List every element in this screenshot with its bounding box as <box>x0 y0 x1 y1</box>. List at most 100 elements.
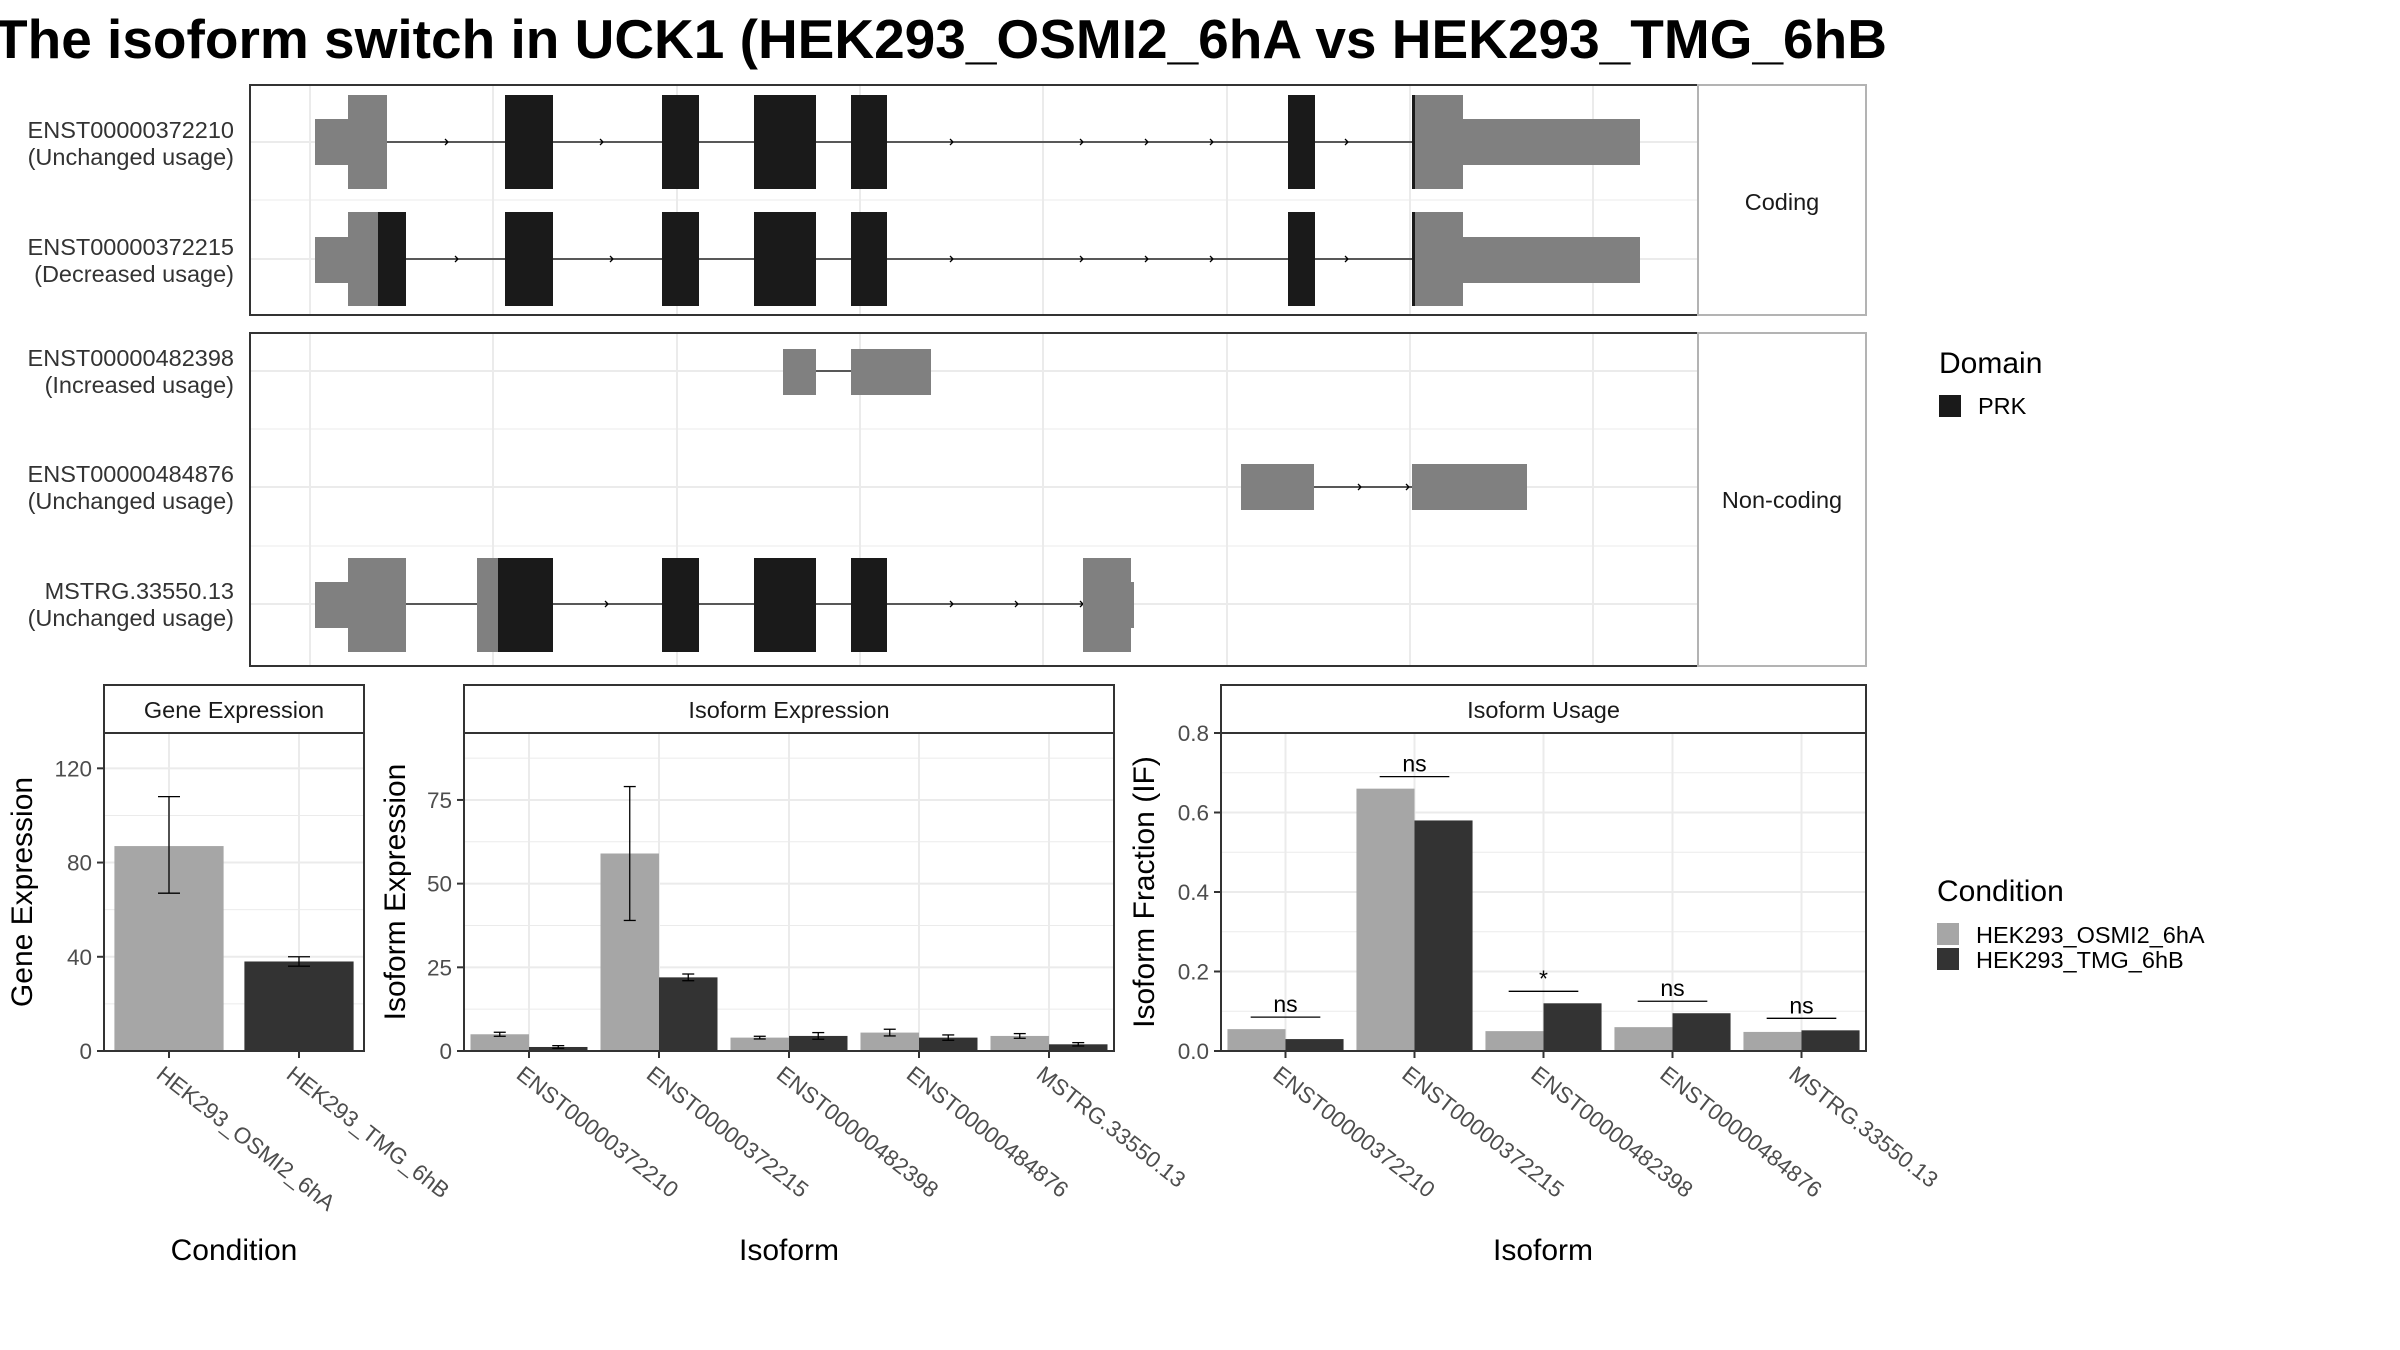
utr-block <box>348 212 380 306</box>
domain-legend-title: Domain <box>1939 347 2042 380</box>
x-axis-title: Isoform <box>1493 1234 1593 1267</box>
panel-title: Isoform Expression <box>688 697 889 723</box>
domain-legend: Domain PRK <box>1939 347 2042 419</box>
prk-domain-block <box>378 212 406 306</box>
y-tick-label: 0.6 <box>1178 801 1209 826</box>
y-tick-label: 0 <box>439 1039 452 1064</box>
transcript-status-label: (Increased usage) <box>45 372 234 398</box>
panel-title: Gene Expression <box>144 697 324 723</box>
exon-block <box>1412 464 1527 510</box>
prk-domain-block <box>754 558 816 652</box>
bar <box>730 1037 789 1051</box>
figure-title: The isoform switch in UCK1 (HEK293_OSMI2… <box>0 8 1887 70</box>
bar <box>1801 1030 1860 1051</box>
utr-block <box>1083 558 1131 652</box>
y-tick-label: 0 <box>79 1039 92 1064</box>
bar <box>1227 1029 1286 1051</box>
transcript-id-label: ENST00000372215 <box>28 234 234 260</box>
exon-block <box>783 349 816 395</box>
transcript-id-label: ENST00000484876 <box>28 461 234 487</box>
cds-block <box>1412 95 1417 189</box>
utr-block <box>315 582 352 628</box>
y-tick-label: 75 <box>427 788 452 813</box>
prk-domain-block <box>505 212 553 306</box>
y-axis-title: Isoform Fraction (IF) <box>1128 756 1161 1028</box>
prk-domain-block <box>1288 212 1315 306</box>
coding-strip <box>1697 84 1867 316</box>
y-tick-label: 50 <box>427 872 452 897</box>
bar <box>1356 788 1415 1051</box>
prk-domain-block <box>851 95 887 189</box>
bar <box>860 1032 919 1051</box>
utr-block <box>1460 119 1640 165</box>
bar <box>1285 1039 1344 1051</box>
prk-domain-block <box>851 558 887 652</box>
utr-block <box>1415 95 1463 189</box>
transcript-track <box>315 95 1640 189</box>
transcript-id-label: ENST00000372210 <box>28 117 234 143</box>
y-tick-label: 0.8 <box>1178 721 1209 746</box>
bar <box>1049 1044 1108 1051</box>
prk-domain-block <box>662 212 699 306</box>
significance-label: * <box>1539 965 1548 991</box>
legend-swatch <box>1937 923 1959 945</box>
y-tick-label: 120 <box>54 756 92 781</box>
y-tick-label: 0.0 <box>1178 1039 1209 1064</box>
transcript-status-label: (Unchanged usage) <box>28 605 234 631</box>
transcript-status-label: (Decreased usage) <box>34 261 234 287</box>
prk-domain-block <box>1288 95 1315 189</box>
condition-legend-title: Condition <box>1937 875 2064 908</box>
bar <box>1414 820 1473 1051</box>
transcript-id-label: MSTRG.33550.13 <box>45 578 234 604</box>
bar <box>1543 1003 1602 1051</box>
prk-domain-block <box>754 95 816 189</box>
legend-swatch <box>1937 948 1959 970</box>
utr-block <box>477 558 500 652</box>
transcript-status-label: (Unchanged usage) <box>28 144 234 170</box>
panel-border <box>103 732 365 1052</box>
y-axis-title: Isoform Expression <box>379 764 412 1021</box>
coding-strip-label: Coding <box>1745 189 1819 215</box>
y-axis-title: Gene Expression <box>6 777 39 1007</box>
significance-label: ns <box>1660 975 1684 1001</box>
condition-legend-label: HEK293_TMG_6hB <box>1976 947 2184 973</box>
prk-domain-block <box>498 558 553 652</box>
panel-strip <box>103 684 365 734</box>
exon-block <box>1241 464 1314 510</box>
coding-panel: Coding ENST00000372210 (Unchanged usage)… <box>28 84 1867 316</box>
bar <box>1614 1027 1673 1051</box>
prk-domain-block <box>851 212 887 306</box>
significance-label: ns <box>1402 751 1426 777</box>
legend-swatch <box>1939 395 1961 417</box>
bar <box>244 961 354 1051</box>
significance-label: ns <box>1273 991 1297 1017</box>
cds-block <box>1412 212 1417 306</box>
bar <box>919 1037 978 1051</box>
noncoding-strip-label: Non-coding <box>1722 487 1842 513</box>
utr-block <box>1415 212 1463 306</box>
prk-domain-block <box>505 95 553 189</box>
prk-domain-block <box>754 212 816 306</box>
exon-block <box>851 349 931 395</box>
y-tick-label: 0.2 <box>1178 960 1209 985</box>
bar <box>470 1034 529 1051</box>
y-tick-label: 0.4 <box>1178 880 1209 905</box>
panel-title: Isoform Usage <box>1467 697 1620 723</box>
bar <box>789 1035 848 1051</box>
bar <box>1672 1013 1731 1051</box>
y-tick-label: 80 <box>67 851 92 876</box>
transcript-id-label: ENST00000482398 <box>28 345 234 371</box>
significance-label: ns <box>1789 992 1813 1018</box>
utr-block <box>1460 237 1640 283</box>
transcript-track <box>783 349 931 395</box>
transcript-track <box>315 212 1640 306</box>
utr-block <box>1128 582 1134 628</box>
condition-legend: Condition HEK293_OSMI2_6hA HEK293_TMG_6h… <box>1937 875 2205 973</box>
transcript-track <box>315 558 1134 652</box>
bar <box>1485 1031 1544 1051</box>
condition-legend-label: HEK293_OSMI2_6hA <box>1976 922 2205 948</box>
panel-strip <box>463 684 1115 734</box>
transcript-status-label: (Unchanged usage) <box>28 488 234 514</box>
x-axis-title: Isoform <box>739 1234 839 1267</box>
utr-block <box>315 237 352 283</box>
